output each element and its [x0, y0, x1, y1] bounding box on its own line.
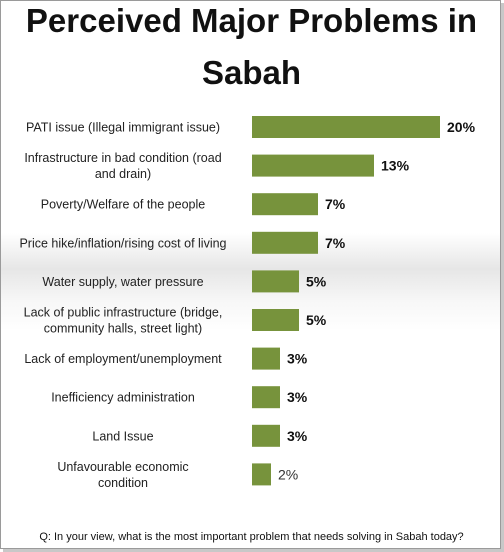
category-label-2-line-1: Infrastructure in bad condition (road: [24, 151, 221, 165]
bar-value-label-9: 3%: [287, 428, 308, 444]
category-label-2: Infrastructure in bad condition (road and…: [24, 151, 221, 181]
bar-7: [252, 347, 280, 370]
category-label-6-line-1: Lack of public infrastructure (bridge,: [24, 306, 223, 320]
category-label-5-line-1: Water supply, water pressure: [42, 275, 203, 289]
bar-value-label-8: 3%: [287, 389, 308, 405]
category-label-1: PATI issue (Illegal immigrant issue): [26, 121, 220, 135]
bar-value-label-2: 13%: [381, 158, 410, 174]
category-label-3-line-1: Poverty/Welfare of the people: [41, 198, 205, 212]
bar-3: [252, 193, 318, 216]
category-label-10: Unfavourable economic condition: [57, 460, 188, 490]
category-label-6-line-2: community halls, street light): [44, 322, 202, 336]
category-label-7: Lack of employment/unemployment: [24, 352, 222, 366]
bar-value-label-4: 7%: [325, 235, 346, 251]
category-label-9: Land Issue: [92, 429, 153, 443]
bar-value-label-5: 5%: [306, 273, 327, 289]
category-label-4: Price hike/inflation/rising cost of livi…: [19, 236, 226, 250]
category-label-2-line-2: and drain): [95, 167, 151, 181]
bar-value-label-6: 5%: [306, 312, 327, 328]
frame-shadow-bottom: [3, 549, 504, 552]
bar-value-label-3: 7%: [325, 196, 346, 212]
category-label-6: Lack of public infrastructure (bridge, co…: [24, 306, 223, 336]
survey-question-footnote: Q: In your view, what is the most import…: [39, 531, 464, 543]
frame-shadow-right: [501, 3, 504, 552]
bar-8: [252, 386, 280, 409]
category-label-10-line-2: condition: [98, 476, 148, 490]
bar-10: [252, 463, 271, 486]
chart-title: Perceived Major Problems in Sabah: [1, 1, 502, 100]
bar-1: [252, 116, 440, 138]
bar-6: [252, 309, 299, 331]
bar-value-label-1: 20%: [447, 119, 476, 135]
category-label-9-line-1: Land Issue: [92, 429, 153, 443]
bar-value-label-7: 3%: [287, 351, 308, 367]
category-label-4-line-1: Price hike/inflation/rising cost of livi…: [19, 236, 226, 250]
chart-title-line2: Sabah: [201, 54, 302, 91]
category-label-10-line-1: Unfavourable economic: [57, 460, 188, 474]
category-label-3: Poverty/Welfare of the people: [41, 198, 205, 212]
chart-title-line1: Perceived Major Problems in: [25, 2, 478, 39]
bar-value-label-10: 2%: [278, 466, 298, 482]
category-label-1-line-1: PATI issue (Illegal immigrant issue): [26, 121, 220, 135]
bar-2: [252, 154, 374, 177]
category-label-8-line-1: Inefficiency administration: [51, 391, 195, 405]
bar-9: [252, 424, 280, 447]
bar-4: [252, 231, 318, 254]
category-label-7-line-1: Lack of employment/unemployment: [24, 352, 222, 366]
category-label-5: Water supply, water pressure: [42, 275, 203, 289]
category-label-8: Inefficiency administration: [51, 391, 195, 405]
bar-5: [252, 270, 299, 293]
